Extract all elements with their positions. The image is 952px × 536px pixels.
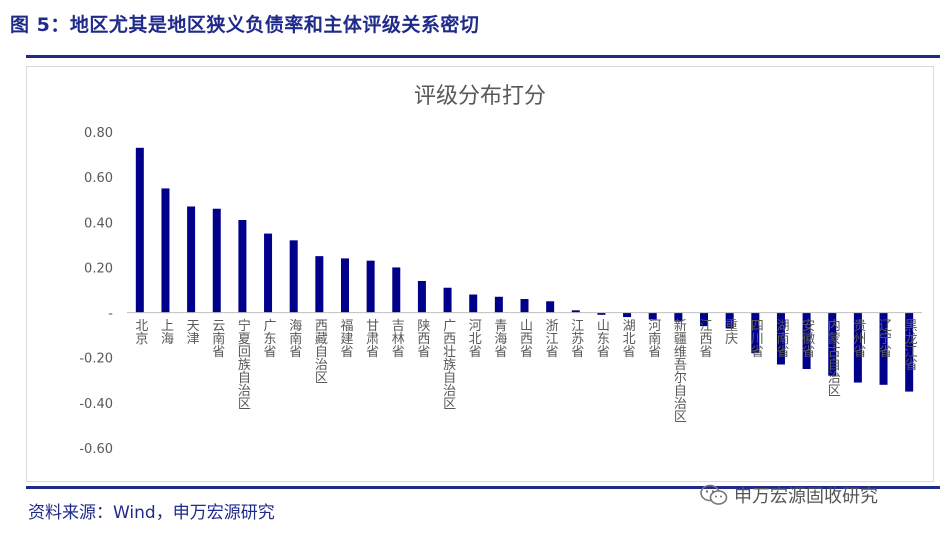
wechat-icon — [700, 484, 728, 505]
x-tick-label: 山西省 — [517, 319, 533, 358]
x-tick-label: 宁夏回族自治区 — [235, 318, 251, 410]
x-tick-label: 吉林省 — [389, 319, 405, 358]
bar — [905, 312, 914, 392]
figure-title: 图 5：地区尤其是地区狭义负债率和主体评级关系密切 — [10, 14, 480, 36]
y-tick-label: -0.20 — [79, 352, 113, 367]
y-tick-label: -0.60 — [79, 442, 113, 457]
bar — [571, 310, 580, 313]
y-tick-label: - — [108, 307, 113, 322]
x-tick-label: 云南省 — [209, 319, 225, 358]
bar — [417, 280, 426, 313]
x-tick-label: 四川省 — [748, 319, 764, 358]
bar — [161, 188, 170, 313]
x-tick-label: 北京 — [132, 319, 148, 345]
x-tick-label: 江苏省 — [568, 319, 584, 358]
bar — [289, 240, 298, 313]
bar — [520, 299, 529, 313]
bar — [187, 206, 196, 313]
bar — [597, 312, 606, 315]
bar — [238, 220, 247, 313]
x-tick-label: 湖南省 — [773, 319, 789, 358]
bar — [853, 312, 862, 383]
bar — [648, 312, 657, 320]
bar — [802, 312, 811, 369]
x-tick-label: 青海省 — [491, 319, 507, 358]
bar — [725, 312, 734, 329]
top-rule — [26, 55, 940, 58]
y-tick-label: 0.60 — [84, 171, 113, 186]
bar — [546, 301, 555, 313]
bars — [135, 147, 914, 392]
x-tick-label: 黑龙江省 — [902, 319, 918, 371]
bar — [392, 267, 401, 313]
y-tick-label: 0.40 — [84, 216, 113, 231]
chart-title: 评级分布打分 — [414, 84, 546, 109]
x-tick-label: 福建省 — [337, 319, 353, 358]
x-tick-label: 海南省 — [286, 319, 302, 358]
chart-frame: 评级分布打分 -0.60 -0.40 -0.20-0.20 0.40 0.60 0.80 … — [26, 66, 934, 482]
bar — [751, 312, 760, 354]
bar — [469, 294, 478, 313]
x-tick-label: 安徽省 — [799, 319, 815, 358]
bar — [366, 260, 375, 313]
watermark-text: 申万宏源固收研究 — [734, 486, 878, 507]
x-tick-label: 天津 — [184, 319, 200, 345]
bar — [443, 287, 452, 313]
x-tick-label: 内蒙古自治区 — [825, 318, 841, 397]
bar — [315, 256, 324, 313]
bar — [674, 312, 683, 322]
y-tick-label: 0.80 — [84, 126, 113, 141]
x-tick-label: 西藏自治区 — [312, 319, 328, 384]
x-tick-label: 湖北省 — [620, 319, 636, 358]
bottom-rule — [26, 486, 940, 489]
bar — [212, 208, 221, 313]
x-tick-label: 重庆 — [722, 318, 738, 345]
bar — [135, 147, 144, 313]
x-tick-label: 广东省 — [261, 319, 277, 358]
x-tick-label: 新疆维吾尔自治区 — [671, 318, 687, 423]
x-tick-label: 陕西省 — [414, 319, 430, 358]
y-tick-label: -0.40 — [79, 397, 113, 412]
bar — [340, 258, 349, 313]
bar — [776, 312, 785, 365]
x-axis-labels: 北京 上海 天津 云南省 宁夏回族自治区 广东省 海南省 西藏自治区 福建省 甘肃省 吉林省 陕西省广… — [132, 318, 917, 423]
x-tick-label: 江西省 — [697, 319, 713, 358]
x-tick-label: 贵州省 — [850, 319, 866, 358]
bar — [700, 312, 709, 327]
watermark: 申万宏源固收研究 — [700, 482, 878, 508]
x-tick-label: 河北省 — [466, 319, 482, 358]
source-note: 资料来源：Wind，申万宏源研究 — [28, 503, 275, 523]
x-tick-label: 河南省 — [645, 319, 661, 358]
x-tick-label: 广西壮族自治区 — [440, 319, 456, 410]
bar — [879, 312, 888, 385]
bar — [494, 296, 503, 313]
bar — [623, 312, 632, 318]
x-tick-label: 山东省 — [594, 319, 610, 358]
x-tick-label: 辽宁省 — [876, 319, 892, 358]
bar — [264, 233, 273, 313]
bar-chart: 评级分布打分 -0.60-0.40-0.20-0.200.400.600.80 … — [79, 84, 922, 457]
x-tick-label: 浙江省 — [543, 319, 559, 358]
y-tick-label: 0.20 — [84, 261, 113, 276]
bar — [828, 312, 837, 376]
x-tick-label: 甘肃省 — [363, 319, 379, 358]
x-tick-label: 上海 — [158, 319, 174, 345]
y-axis: -0.60-0.40-0.20-0.200.400.600.80 — [79, 126, 113, 457]
